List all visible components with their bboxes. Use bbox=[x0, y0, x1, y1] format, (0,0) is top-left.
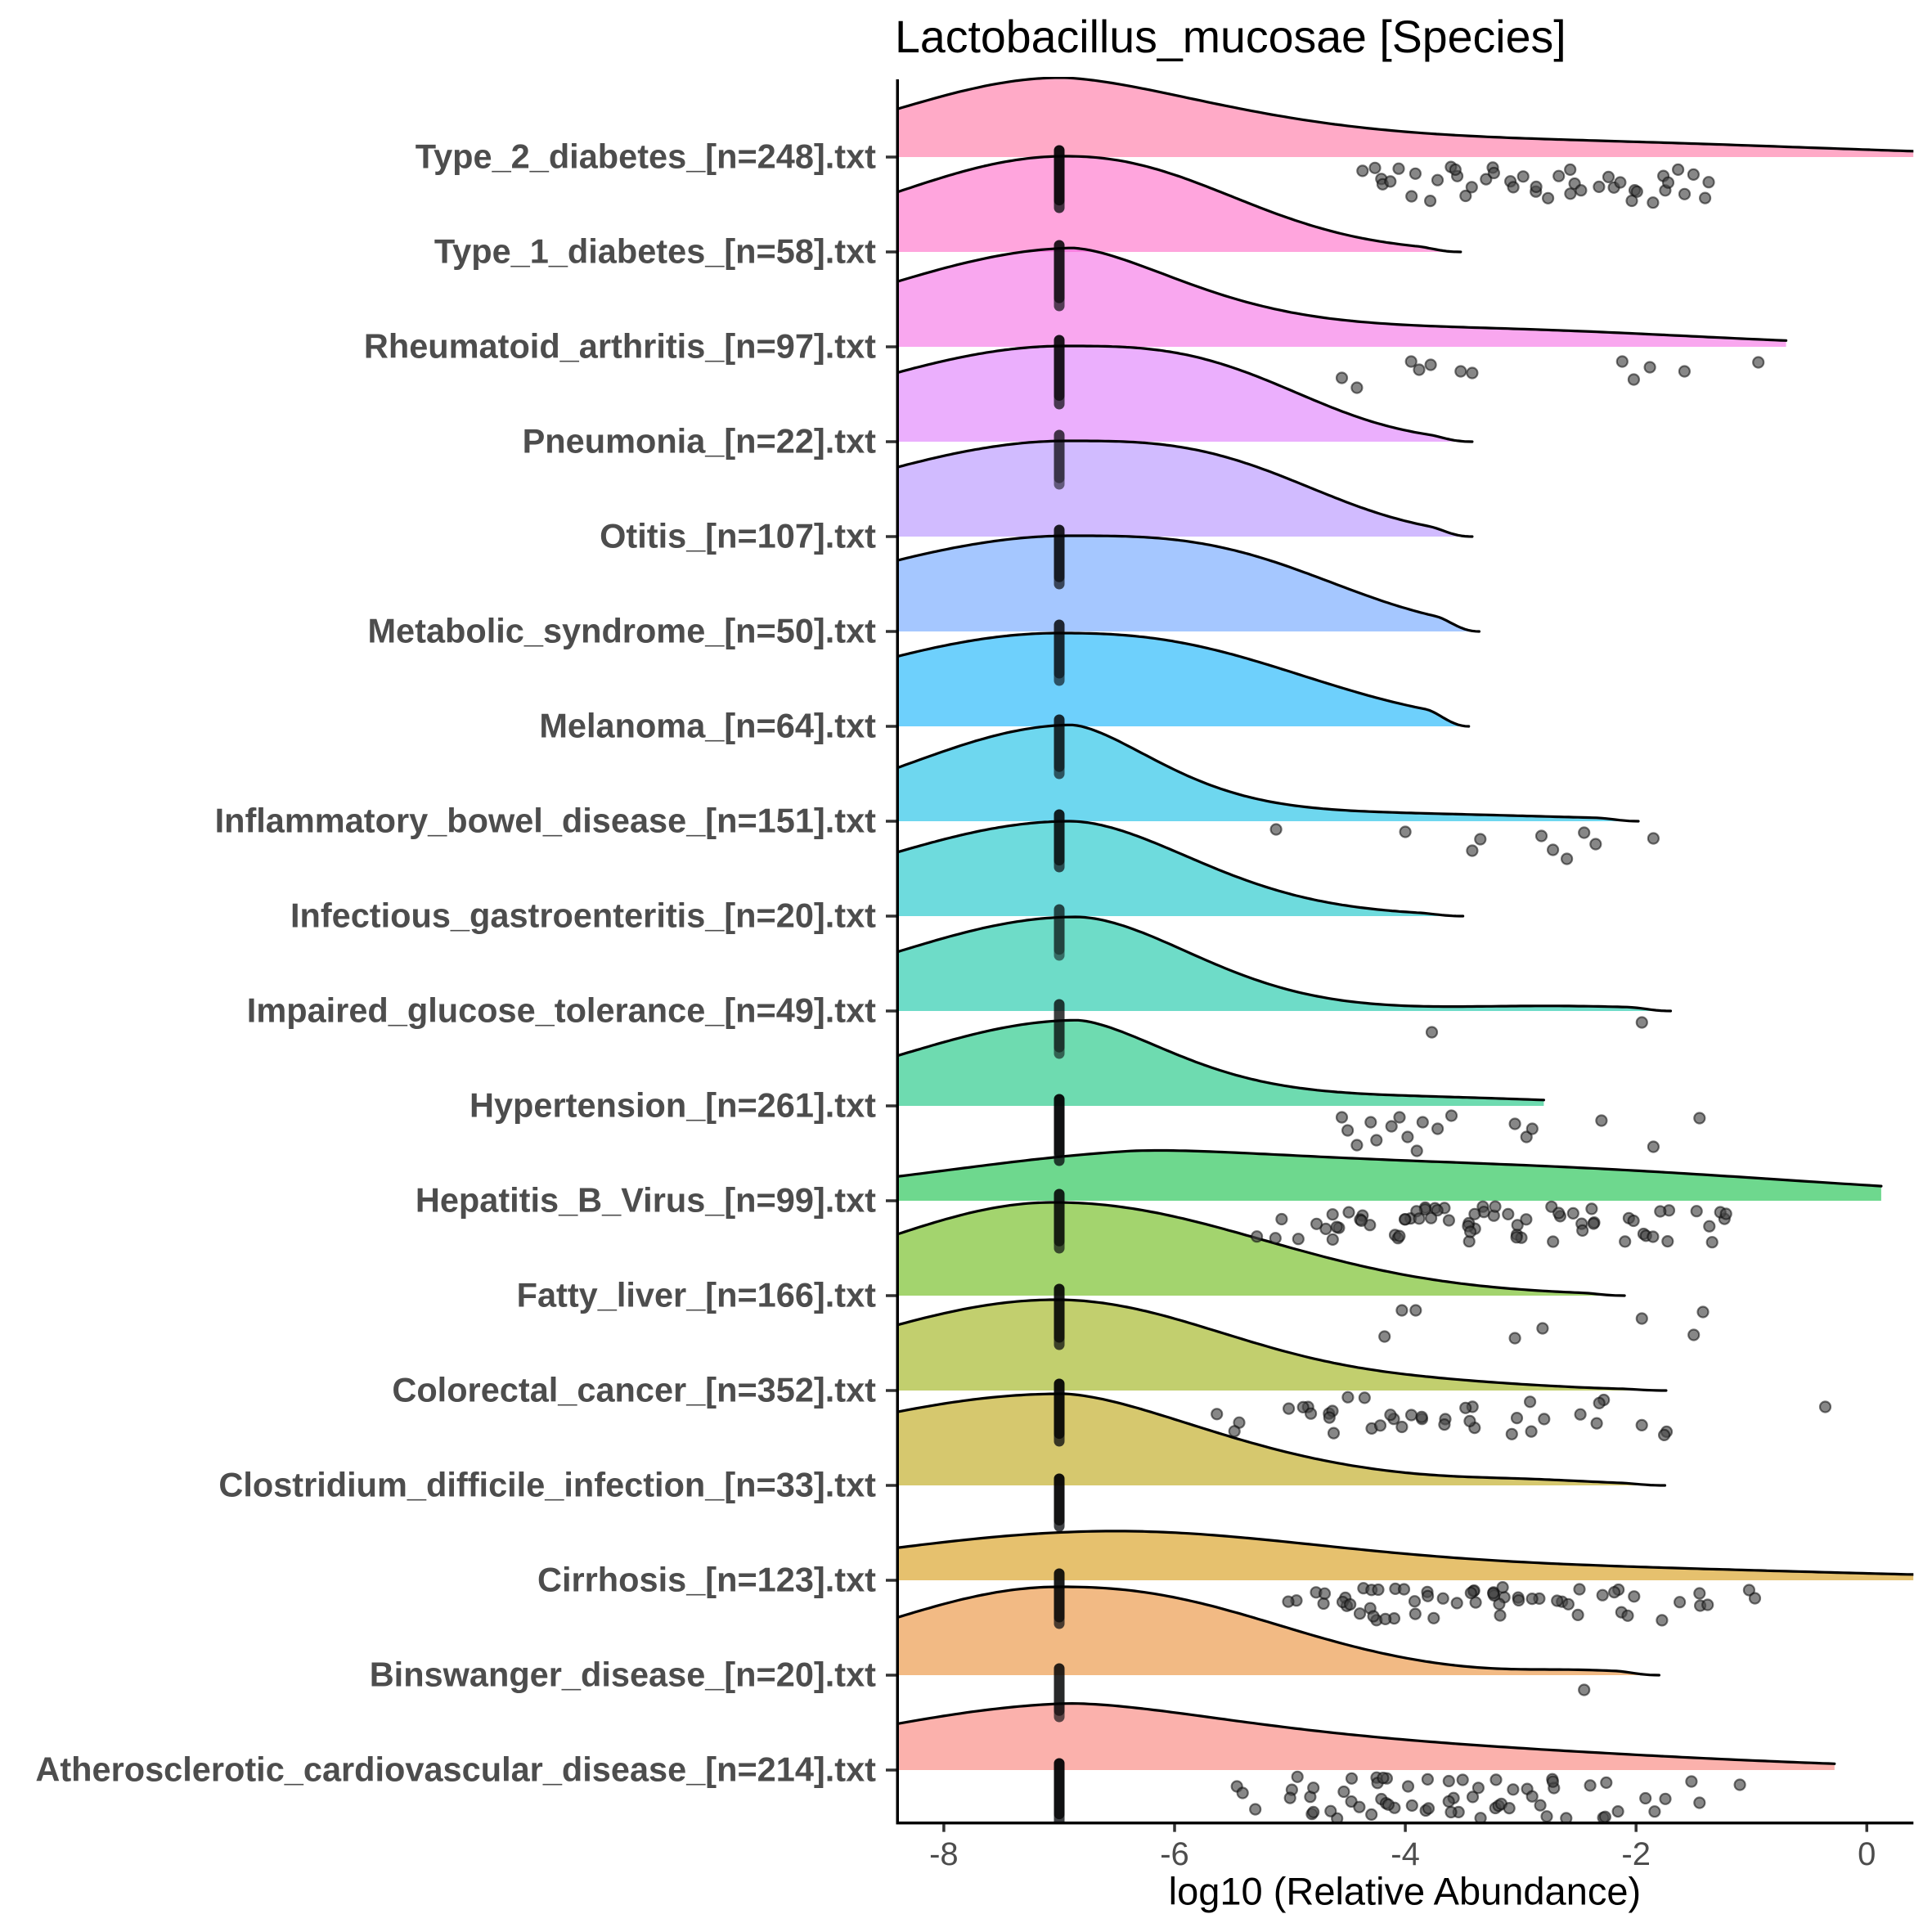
svg-text:Fatty_liver_[n=166].txt: Fatty_liver_[n=166].txt bbox=[517, 1276, 877, 1314]
svg-text:Hypertension_[n=261].txt: Hypertension_[n=261].txt bbox=[470, 1086, 876, 1125]
svg-text:Binswanger_disease_[n=20].txt: Binswanger_disease_[n=20].txt bbox=[370, 1656, 876, 1694]
svg-text:0: 0 bbox=[1858, 1836, 1876, 1872]
svg-text:Atherosclerotic_cardiovascular: Atherosclerotic_cardiovascular_disease_[… bbox=[35, 1750, 876, 1789]
svg-text:-4: -4 bbox=[1391, 1836, 1420, 1872]
svg-text:Melanoma_[n=64].txt: Melanoma_[n=64].txt bbox=[539, 707, 876, 745]
svg-text:Infectious_gastroenteritis_[n=: Infectious_gastroenteritis_[n=20].txt bbox=[290, 896, 876, 935]
svg-text:Pneumonia_[n=22].txt: Pneumonia_[n=22].txt bbox=[523, 422, 877, 461]
svg-text:Cirrhosis_[n=123].txt: Cirrhosis_[n=123].txt bbox=[537, 1561, 876, 1599]
svg-text:-8: -8 bbox=[929, 1836, 959, 1872]
svg-text:Type_2_diabetes_[n=248].txt: Type_2_diabetes_[n=248].txt bbox=[416, 137, 876, 176]
svg-text:Otitis_[n=107].txt: Otitis_[n=107].txt bbox=[600, 517, 876, 555]
svg-text:-6: -6 bbox=[1160, 1836, 1189, 1872]
svg-text:Inflammatory_bowel_disease_[n=: Inflammatory_bowel_disease_[n=151].txt bbox=[215, 802, 877, 840]
svg-text:Clostridium_difficile_infectio: Clostridium_difficile_infection_[n=33].t… bbox=[218, 1466, 876, 1504]
svg-text:-2: -2 bbox=[1621, 1836, 1651, 1872]
svg-text:Impaired_glucose_tolerance_[n=: Impaired_glucose_tolerance_[n=49].txt bbox=[247, 991, 876, 1030]
svg-text:log10 (Relative Abundance): log10 (Relative Abundance) bbox=[1169, 1869, 1641, 1912]
svg-text:Hepatitis_B_Virus_[n=99].txt: Hepatitis_B_Virus_[n=99].txt bbox=[416, 1181, 876, 1220]
svg-text:Type_1_diabetes_[n=58].txt: Type_1_diabetes_[n=58].txt bbox=[434, 232, 876, 271]
svg-text:Metabolic_syndrome_[n=50].txt: Metabolic_syndrome_[n=50].txt bbox=[367, 612, 876, 650]
svg-text:Lactobacillus_mucosae [Species: Lactobacillus_mucosae [Species] bbox=[895, 11, 1566, 62]
svg-text:Rheumatoid_arthritis_[n=97].tx: Rheumatoid_arthritis_[n=97].txt bbox=[364, 327, 876, 366]
svg-text:Colorectal_cancer_[n=352].txt: Colorectal_cancer_[n=352].txt bbox=[392, 1371, 876, 1409]
